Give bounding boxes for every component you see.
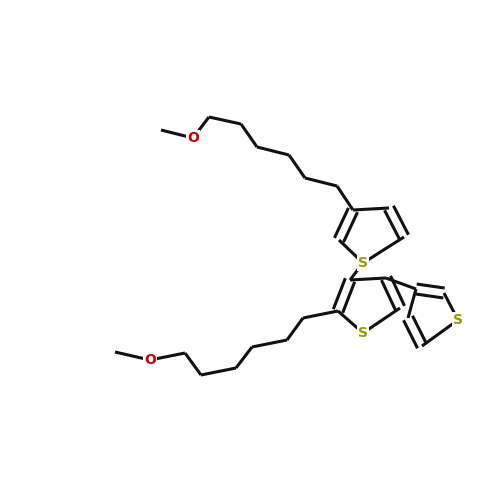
Text: S: S [453, 313, 463, 327]
Text: O: O [187, 131, 199, 145]
Text: S: S [358, 326, 368, 340]
Text: O: O [144, 353, 156, 367]
Text: S: S [358, 256, 368, 270]
